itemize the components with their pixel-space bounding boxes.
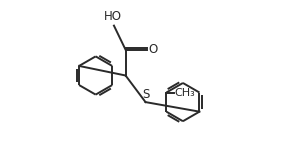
Text: HO: HO	[104, 10, 122, 23]
Text: S: S	[142, 88, 149, 101]
Text: O: O	[149, 43, 158, 56]
Text: CH₃: CH₃	[175, 88, 196, 98]
